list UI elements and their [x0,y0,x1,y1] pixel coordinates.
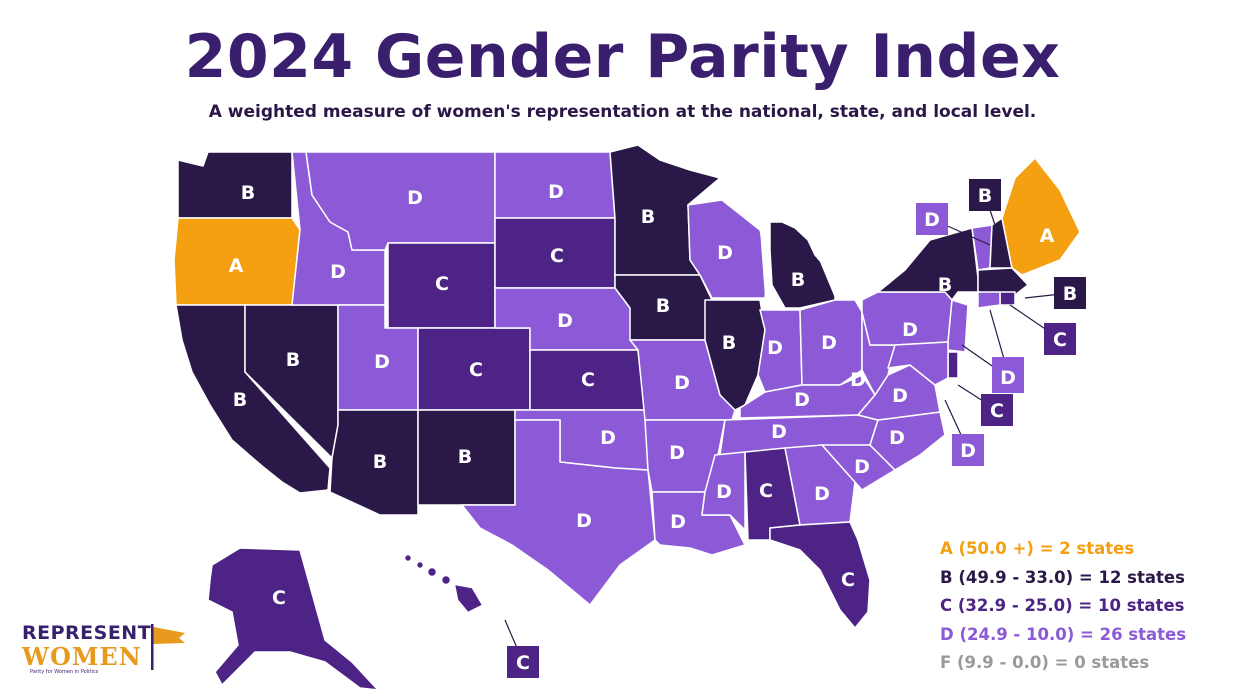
grade-label-VA: D [892,385,908,407]
grade-label-MI: B [791,269,805,291]
grade-label-MN: B [641,206,655,228]
grade-label-SC: D [854,456,870,478]
callout-box-NH [969,179,1001,211]
grade-label-OH: D [821,332,837,354]
grade-label-WI: D [717,242,733,264]
state-HI[interactable] [404,554,483,613]
grade-label-IA: B [656,295,670,317]
grade-label-FL: C [841,569,855,591]
callout-label-RI: C [1053,329,1067,351]
callout-box-HI [507,646,539,678]
grade-label-ME: A [1040,225,1055,247]
represent-women-logo: REPRESENT WOMEN Parity for Women in Poli… [22,618,192,678]
grade-label-KY: D [794,389,810,411]
callout-box-MD [952,434,984,466]
state-FL[interactable] [769,521,871,629]
state-GA[interactable] [784,444,856,526]
grade-label-KS: C [581,369,595,391]
logo-line2: WOMEN [22,642,142,671]
callout-label-MA: B [1063,283,1077,305]
state-CT[interactable] [977,291,1001,309]
grade-label-WV: D [850,369,866,391]
callout-box-MA [1054,277,1086,309]
grade-label-WA: B [241,182,255,204]
grade-label-CA: B [233,389,247,411]
grade-label-AZ: B [373,451,387,473]
callout-label-MD: D [960,440,976,462]
legend-item-f: F (9.9 - 0.0) = 0 states [940,653,1150,672]
page-title: 2024 Gender Parity Index [184,22,1061,92]
grade-label-AR: D [669,442,685,464]
callout-box-DE [981,394,1013,426]
state-NJ[interactable] [947,299,969,353]
callout-box-VT [916,203,948,235]
great-lakes [720,172,905,300]
grade-label-PA: D [902,319,918,341]
grade-label-TN: D [771,421,787,443]
state-DE[interactable] [947,351,959,379]
grade-label-AK: C [272,587,286,609]
state-WA[interactable] [177,151,293,219]
state-ME[interactable] [1001,157,1081,276]
flag-icon [151,624,185,670]
callout-label-VT: D [924,209,940,231]
grade-label-UT: D [374,351,390,373]
grade-label-TX: D [576,510,592,532]
grade-label-NC: D [889,427,905,449]
grade-label-AL: C [759,480,773,502]
state-KY[interactable] [739,374,876,419]
callouts: DBBCDDCDC [504,179,1086,678]
grade-label-MO: D [674,372,690,394]
state-TX[interactable] [461,419,656,606]
legend-item-d: D (24.9 - 10.0) = 26 states [940,624,1187,644]
legend-item-c: C (32.9 - 25.0) = 10 states [940,596,1185,615]
callout-box-NJ [992,361,1024,393]
state-MD[interactable] [887,341,949,386]
legend-item-a: A (50.0 +) = 2 states [940,539,1135,558]
callout-label-DE: C [990,400,1004,422]
state-AK[interactable] [207,547,379,691]
grade-label-OK: D [600,427,616,449]
state-RI[interactable] [999,291,1016,306]
grade-label-OR: A [229,255,244,277]
legend-item-b: B (49.9 - 33.0) = 12 states [940,567,1185,587]
state-MA[interactable] [977,267,1029,296]
state-NY[interactable] [877,227,979,301]
grade-label-LA: D [670,511,686,533]
grade-label-CO: C [469,359,483,381]
grade-label-SD: C [550,245,564,267]
grade-label-MT: D [407,187,423,209]
logo-tagline: Parity for Women in Politics [30,669,99,675]
legend: A (50.0 +) = 2 states B (49.9 - 33.0) = … [940,535,1186,678]
callout-box-RI [1044,323,1076,355]
grade-label-IN: D [767,337,783,359]
grade-label-NV: B [286,349,300,371]
grade-label-MS: D [716,481,732,503]
grade-label-NY: B [938,274,952,296]
grade-label-ND: D [548,181,564,203]
grade-label-NE: D [557,310,573,332]
grade-label-WY: C [435,273,449,295]
grade-label-ID: D [330,261,346,283]
grade-label-NM: B [458,446,472,468]
callout-label-NH: B [978,185,992,207]
callout-label-NJ: D [1000,367,1016,389]
logo-line1: REPRESENT [22,622,152,644]
callout-label-HI: C [516,652,530,674]
page-subtitle: A weighted measure of women's representa… [208,102,1037,122]
grade-label-IL: B [722,332,736,354]
grade-label-GA: D [814,483,830,505]
